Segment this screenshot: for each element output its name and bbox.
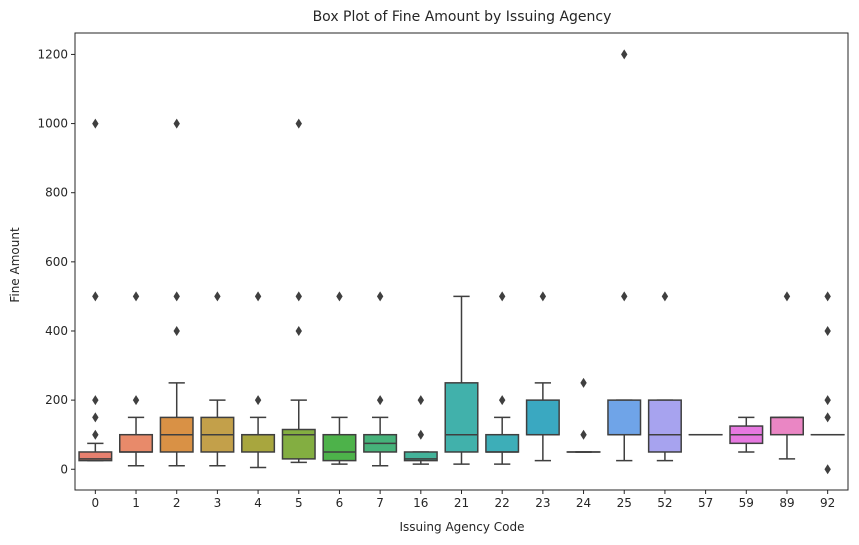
box-2 [159,118,194,467]
outlier-point [132,291,140,302]
outlier-point [580,429,587,440]
box-body [281,428,316,460]
box-0 [78,118,113,462]
x-tick-label: 52 [657,496,672,510]
x-tick-label: 7 [376,496,384,510]
y-tick-label: 400 [45,324,68,338]
outlier-point [580,377,587,388]
y-tick-label: 200 [45,393,68,407]
x-tick-label: 21 [454,496,469,510]
outlier-point [92,395,99,406]
outlier-point [824,395,831,406]
outlier-point [295,325,302,336]
outlier-point [132,395,140,406]
x-tick-label: 5 [295,496,303,510]
box-89 [769,291,804,460]
outlier-point [254,291,262,302]
box-body [444,382,479,453]
box-body [607,399,642,436]
y-tick-label: 1000 [37,117,68,131]
outlier-point [376,291,384,302]
x-tick-label: 6 [336,496,344,510]
box-body [78,451,113,462]
box-16 [403,395,438,465]
box-body [403,451,438,462]
outlier-point [417,429,425,440]
box-7 [363,291,398,467]
x-axis-title: Issuing Agency Code [399,520,524,534]
outlier-point [92,118,99,129]
x-tick-label: 0 [92,496,100,510]
outlier-point [295,118,302,129]
outlier-point [661,291,669,302]
outlier-point [214,291,221,302]
outlier-point [539,291,547,302]
x-tick-label: 3 [214,496,222,510]
box-3 [200,291,235,467]
outlier-point [173,291,180,302]
y-axis-title: Fine Amount [8,227,22,303]
box-body [119,433,154,453]
box-1 [119,291,154,467]
outlier-point [824,412,831,423]
outlier-point [173,325,180,336]
box-22 [485,291,520,465]
box-24 [566,377,601,453]
outlier-point [621,291,628,302]
outlier-point [783,291,791,302]
x-tick-label: 57 [698,496,713,510]
outlier-point [824,325,831,336]
x-tick-label: 92 [820,496,835,510]
box-23 [525,291,560,462]
x-tick-label: 25 [617,496,632,510]
x-tick-label: 1 [132,496,140,510]
x-tick-label: 16 [413,496,428,510]
box-92 [810,291,845,475]
outlier-point [92,429,99,440]
y-tick-label: 0 [60,462,68,476]
box-4 [241,291,276,469]
outlier-point [376,395,384,406]
box-5 [281,118,316,464]
x-tick-label: 23 [535,496,550,510]
y-tick-label: 1200 [37,47,68,61]
plot-area [78,49,845,475]
box-25 [607,49,642,462]
outlier-point [92,412,99,423]
y-tick-label: 800 [45,186,68,200]
outlier-point [92,291,99,302]
box-21 [444,295,479,465]
x-tick-label: 24 [576,496,591,510]
outlier-point [498,291,506,302]
box-body [647,399,682,453]
box-6 [322,291,357,465]
outlier-point [621,49,628,60]
y-tick-label: 600 [45,255,68,269]
chart-title: Box Plot of Fine Amount by Issuing Agenc… [313,9,612,25]
box-body [485,433,520,453]
box-52 [647,291,682,462]
x-tick-label: 59 [739,496,754,510]
box-59 [729,416,764,453]
x-tick-label: 2 [173,496,181,510]
outlier-point [824,291,831,302]
outlier-point [417,395,425,406]
box-body [241,433,276,453]
outlier-point [295,291,302,302]
box-body [322,433,357,462]
outlier-point [824,464,831,475]
box-body [769,416,804,436]
outlier-point [173,118,180,129]
outlier-point [254,395,262,406]
box-body [525,399,560,436]
x-tick-label: 4 [254,496,262,510]
outlier-point [336,291,343,302]
outlier-point [498,395,506,406]
x-tick-label: 89 [779,496,794,510]
x-tick-label: 22 [495,496,510,510]
